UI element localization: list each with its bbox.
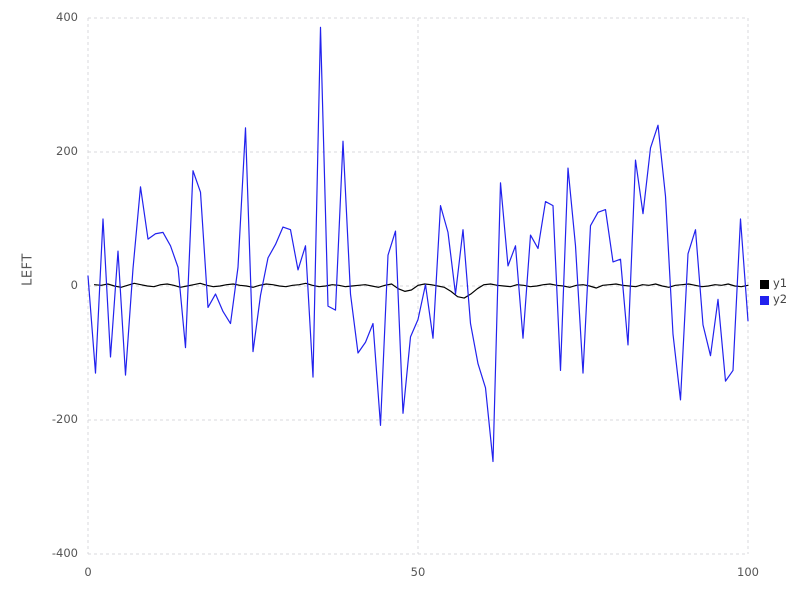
y-axis-tick-label: 0 xyxy=(70,278,78,292)
legend-swatch-icon xyxy=(760,279,769,289)
legend-item-label: y2 xyxy=(773,292,788,307)
x-axis-tick-label: 50 xyxy=(410,565,426,579)
legend-item-label: y1 xyxy=(773,276,788,291)
y-axis-tick-label: 200 xyxy=(56,144,78,158)
legend-item-y2[interactable]: y2 xyxy=(760,292,798,308)
legend-swatch-icon xyxy=(760,295,769,305)
y-axis-tick-label: -400 xyxy=(51,546,78,560)
x-axis-tick-label: 100 xyxy=(737,565,759,579)
x-axis-tick-label: 0 xyxy=(84,565,92,579)
y-axis-tick-label: 400 xyxy=(56,10,78,24)
chart-legend: y1 y2 xyxy=(760,276,798,308)
y-axis-title: LEFT xyxy=(20,253,36,286)
series-line-y2 xyxy=(87,26,749,463)
y-axis-title-wrap: LEFT xyxy=(14,0,40,600)
series-line-y1 xyxy=(93,282,749,299)
y-axis-tick-label: -200 xyxy=(51,412,78,426)
legend-item-y1[interactable]: y1 xyxy=(760,276,798,292)
